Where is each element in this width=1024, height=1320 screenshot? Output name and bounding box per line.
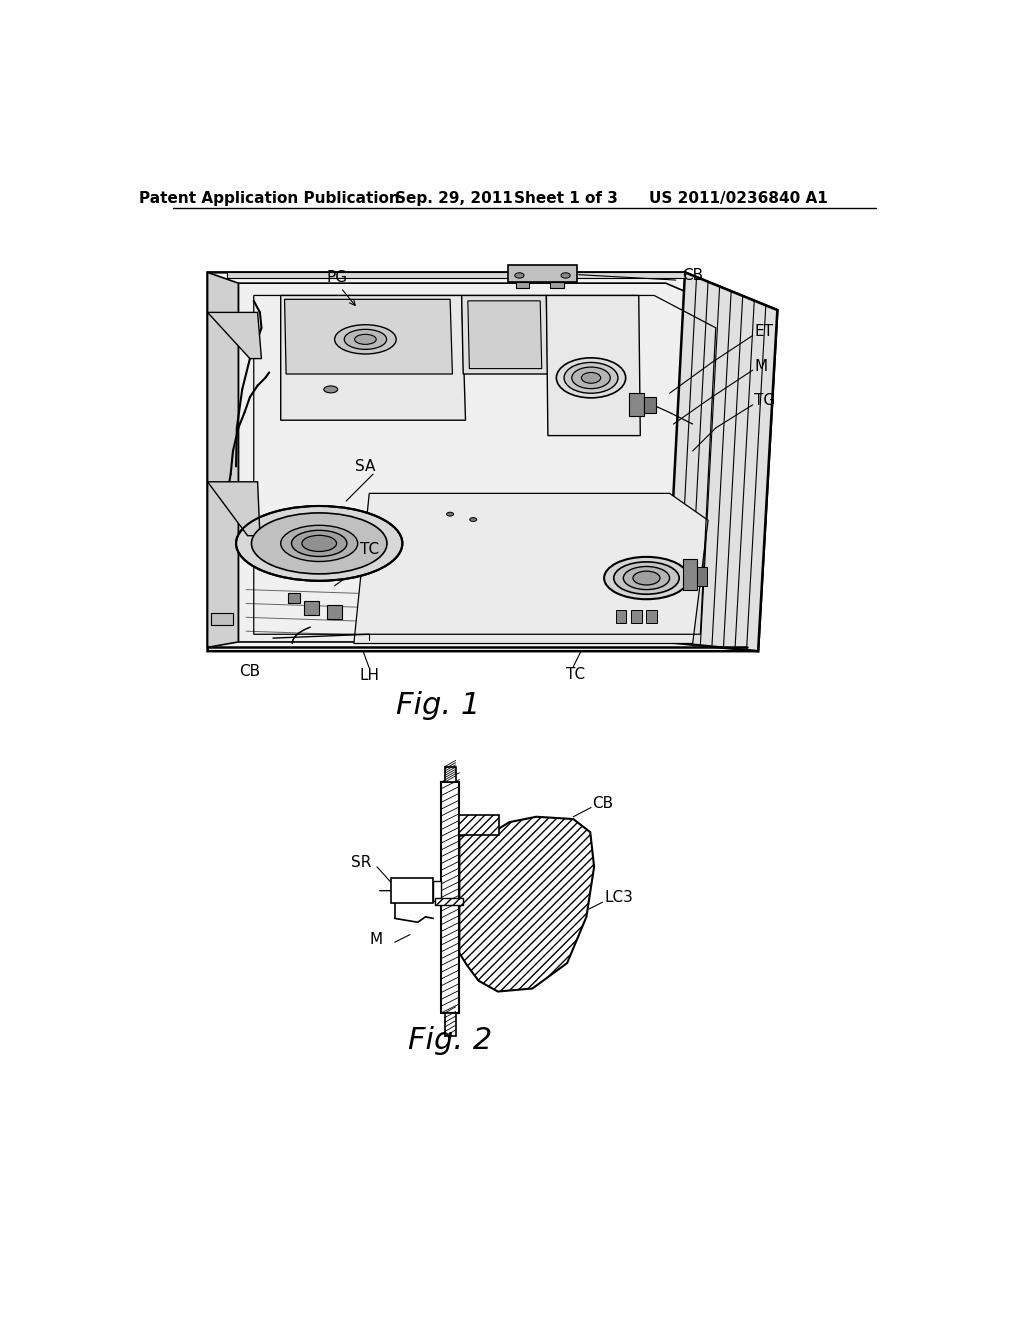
Bar xyxy=(327,605,342,619)
Ellipse shape xyxy=(344,330,387,350)
Text: Sep. 29, 2011: Sep. 29, 2011 xyxy=(395,191,513,206)
Polygon shape xyxy=(208,482,260,536)
Text: SA: SA xyxy=(355,459,376,474)
Ellipse shape xyxy=(633,572,659,585)
Ellipse shape xyxy=(564,363,617,393)
Text: CB: CB xyxy=(682,268,703,282)
Ellipse shape xyxy=(561,273,570,279)
Polygon shape xyxy=(460,817,594,991)
Bar xyxy=(615,610,627,623)
Bar xyxy=(289,594,300,603)
Text: TC: TC xyxy=(566,667,585,682)
Polygon shape xyxy=(239,284,746,642)
Ellipse shape xyxy=(556,358,626,397)
Ellipse shape xyxy=(446,512,454,516)
Text: TC: TC xyxy=(359,543,379,557)
Polygon shape xyxy=(666,272,777,651)
Polygon shape xyxy=(547,296,640,436)
Ellipse shape xyxy=(281,525,357,561)
Ellipse shape xyxy=(613,562,679,594)
Bar xyxy=(391,878,433,903)
Bar xyxy=(435,898,463,906)
Bar xyxy=(444,767,456,781)
Text: Fig. 1: Fig. 1 xyxy=(396,690,480,719)
Bar xyxy=(631,610,642,623)
Polygon shape xyxy=(285,300,453,374)
Bar xyxy=(441,781,460,1014)
Bar xyxy=(508,264,578,281)
Text: CB: CB xyxy=(240,664,260,680)
Ellipse shape xyxy=(302,536,337,552)
Ellipse shape xyxy=(515,273,524,279)
Ellipse shape xyxy=(624,566,670,590)
Polygon shape xyxy=(226,272,685,277)
Polygon shape xyxy=(208,272,239,647)
Bar xyxy=(444,1014,456,1036)
Bar xyxy=(683,558,697,590)
Text: TG: TG xyxy=(755,393,775,408)
Ellipse shape xyxy=(335,325,396,354)
Polygon shape xyxy=(281,296,466,420)
Polygon shape xyxy=(462,296,548,374)
Ellipse shape xyxy=(571,367,610,388)
Ellipse shape xyxy=(582,372,601,383)
Text: ET: ET xyxy=(755,325,773,339)
Bar xyxy=(697,566,707,586)
Ellipse shape xyxy=(237,506,402,581)
Ellipse shape xyxy=(324,385,338,393)
Text: Patent Application Publication: Patent Application Publication xyxy=(139,191,399,206)
Text: PG: PG xyxy=(327,271,347,285)
Polygon shape xyxy=(468,301,542,368)
Ellipse shape xyxy=(292,531,347,557)
Text: CB: CB xyxy=(593,796,613,812)
Polygon shape xyxy=(208,313,261,359)
Ellipse shape xyxy=(470,517,477,521)
Text: M: M xyxy=(755,359,767,374)
Bar xyxy=(629,393,644,416)
Bar xyxy=(644,397,655,412)
Bar xyxy=(515,281,529,288)
Text: LC3: LC3 xyxy=(604,890,633,906)
Text: SR: SR xyxy=(351,855,372,870)
Polygon shape xyxy=(354,494,708,644)
Bar xyxy=(433,880,441,900)
Bar xyxy=(304,601,319,615)
Text: M: M xyxy=(370,932,383,948)
Text: LH: LH xyxy=(359,668,379,684)
Text: Sheet 1 of 3: Sheet 1 of 3 xyxy=(514,191,617,206)
Bar xyxy=(550,281,564,288)
Ellipse shape xyxy=(354,334,376,345)
Text: US 2011/0236840 A1: US 2011/0236840 A1 xyxy=(649,191,828,206)
Ellipse shape xyxy=(604,557,689,599)
Polygon shape xyxy=(460,816,500,836)
Ellipse shape xyxy=(252,513,387,574)
Bar xyxy=(211,612,233,626)
Polygon shape xyxy=(208,272,777,651)
Bar xyxy=(646,610,657,623)
Text: Fig. 2: Fig. 2 xyxy=(408,1026,493,1055)
